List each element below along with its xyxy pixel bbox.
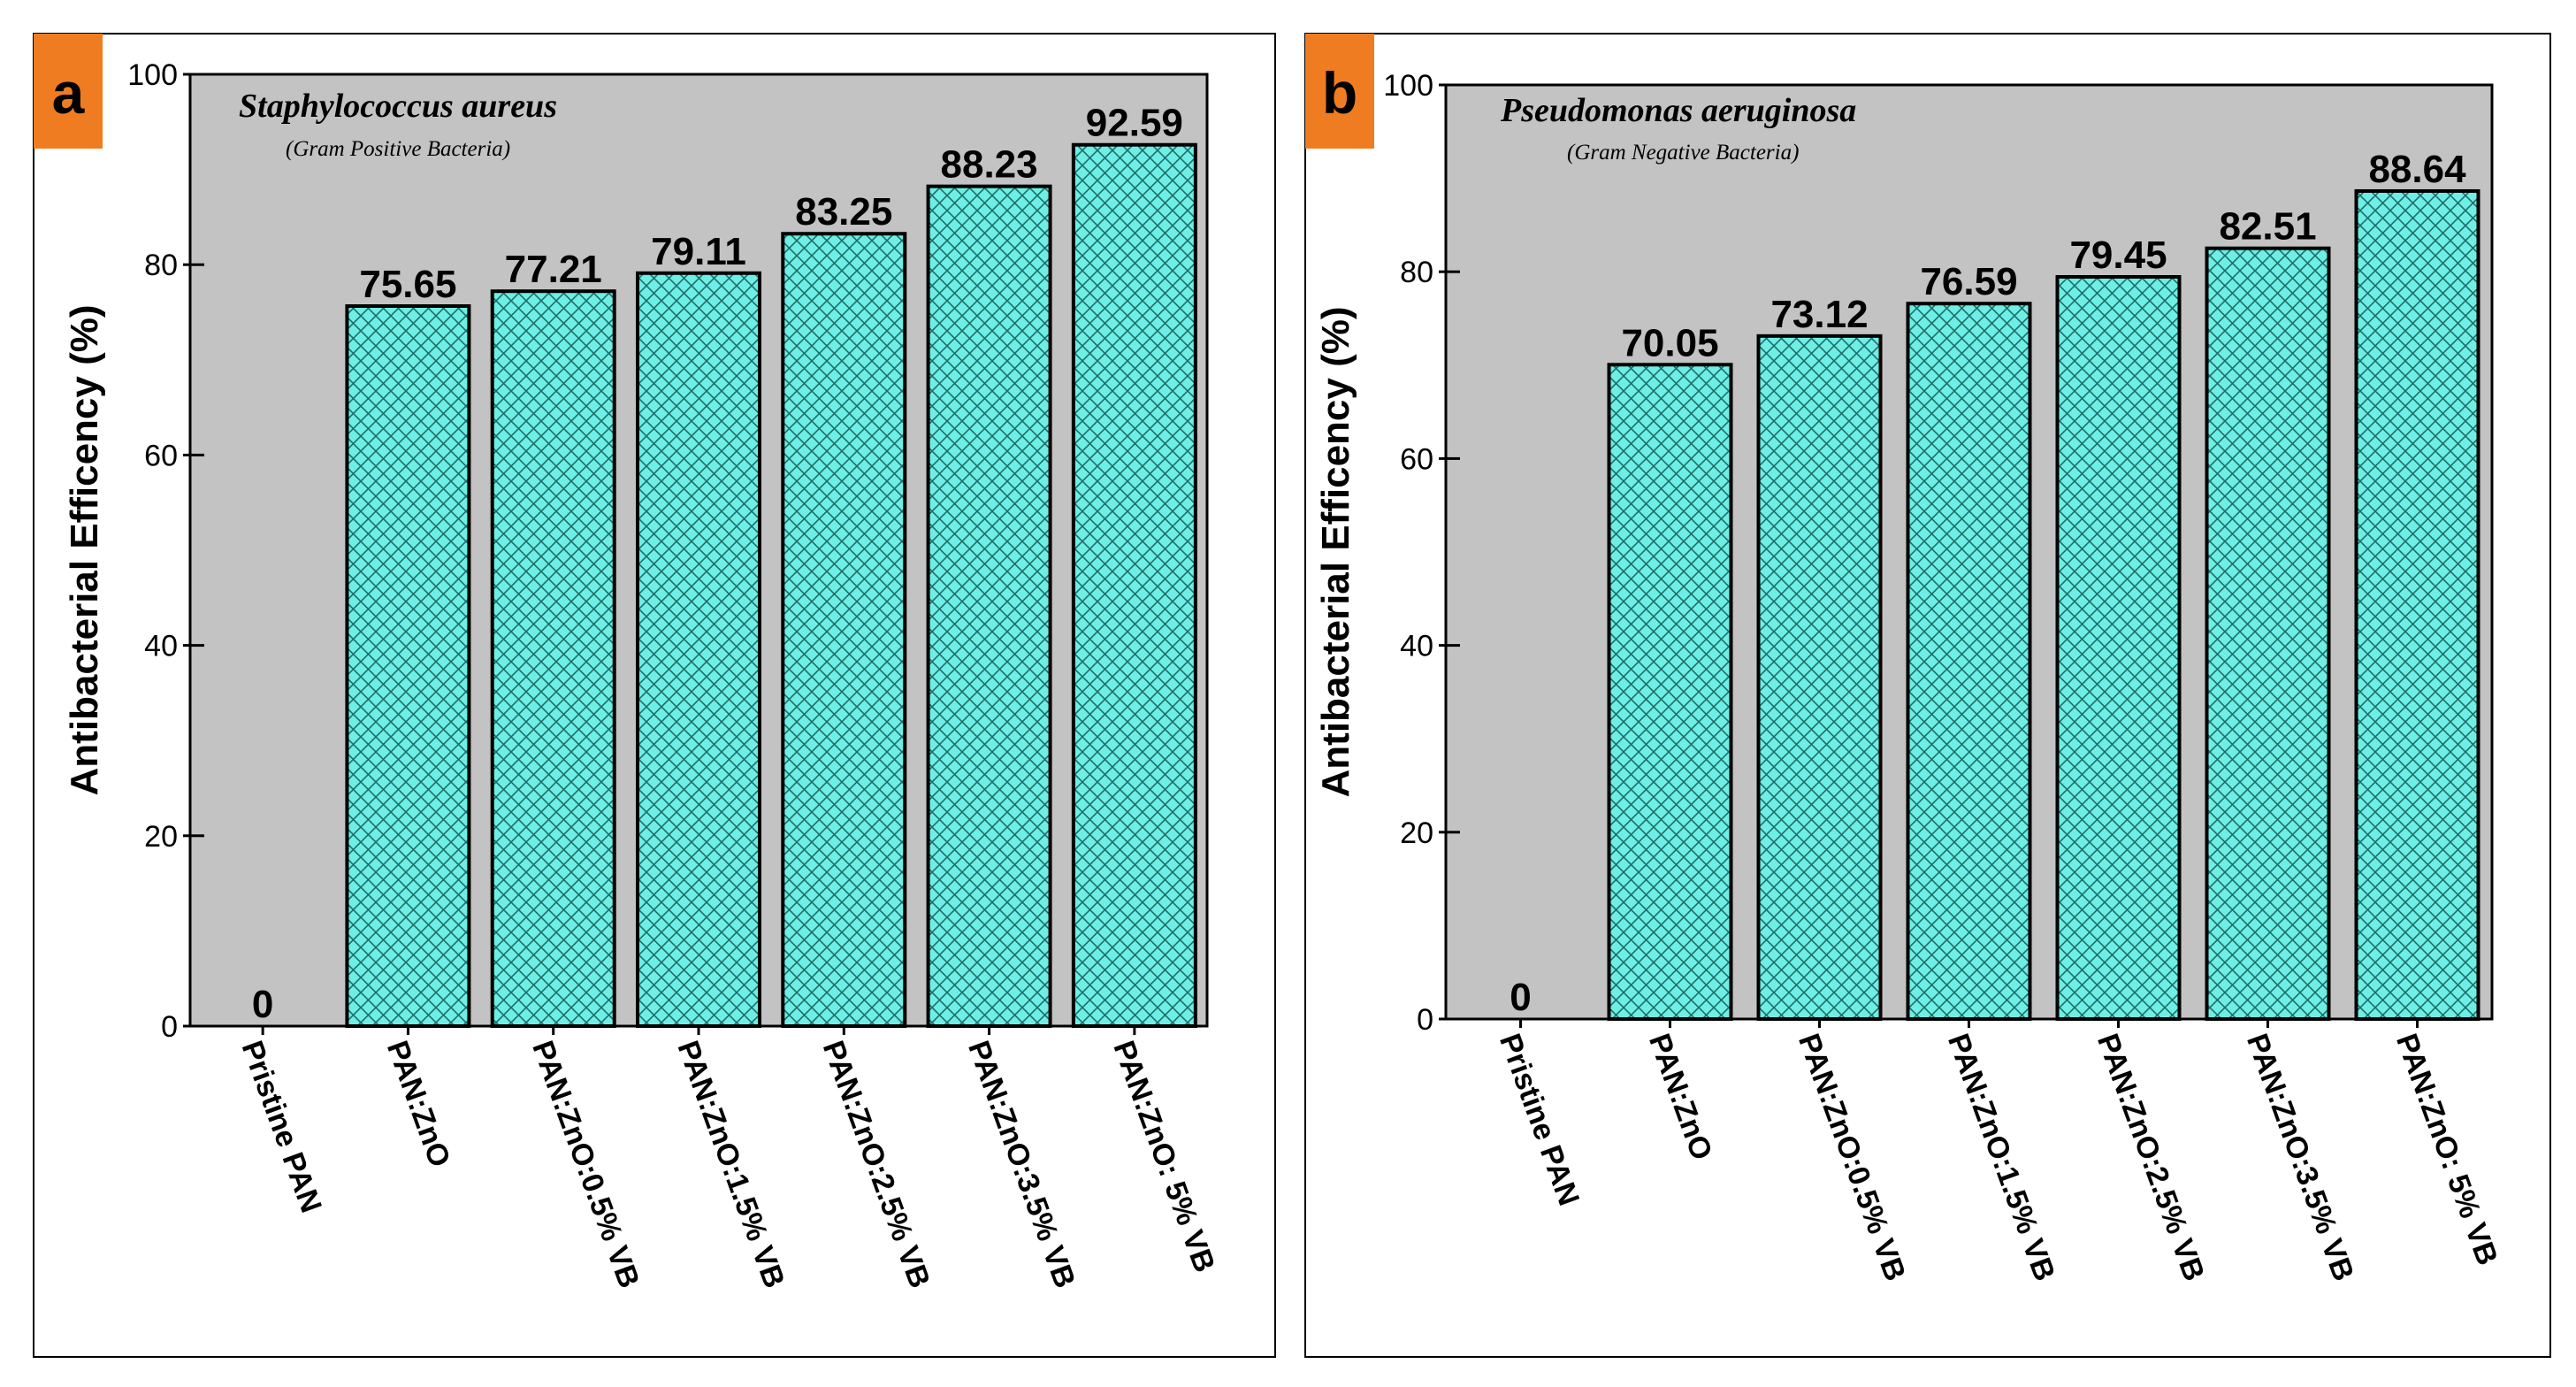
value-label: 92.59 (1086, 102, 1183, 145)
value-label: 79.11 (651, 230, 746, 273)
y-tick-label: 20 (144, 820, 178, 854)
y-tick-label: 100 (1383, 69, 1433, 103)
bar (345, 304, 471, 1029)
bar (926, 184, 1052, 1028)
y-tick-label: 60 (1400, 442, 1433, 476)
y-tick-label: 100 (127, 58, 178, 92)
y-tick-label: 80 (1400, 256, 1433, 289)
panel-label: a (52, 60, 86, 126)
value-label: 77.21 (505, 248, 602, 291)
panel-badge (34, 34, 103, 149)
bar (1906, 302, 2032, 1021)
panel-badge (1305, 34, 1374, 149)
value-label: 70.05 (1621, 321, 1718, 364)
y-tick-label: 40 (144, 630, 178, 663)
value-label: 75.65 (359, 263, 456, 306)
y-tick-label: 0 (161, 1010, 178, 1044)
y-tick-label: 60 (144, 439, 178, 472)
bar (636, 271, 761, 1028)
y-axis-label: Antibacterial Efficency (%) (63, 304, 106, 795)
bar (1607, 363, 1733, 1022)
value-label: 0 (252, 983, 273, 1026)
chart-subtitle: (Gram Negative Bacteria) (1567, 141, 1799, 165)
panel-label: b (1322, 60, 1357, 126)
value-label: 88.23 (941, 143, 1038, 187)
bar (1071, 142, 1197, 1028)
value-label: 0 (1510, 976, 1531, 1019)
bar (2055, 275, 2182, 1021)
value-label: 82.51 (2219, 205, 2316, 249)
value-label: 76.59 (1920, 260, 2017, 303)
value-label: 79.45 (2069, 234, 2167, 277)
chart-title: Staphylococcus aureus (239, 88, 557, 125)
panel-a: a Staphylococcus aureus (Gram Positive B… (33, 33, 1276, 1358)
value-label: 88.64 (2368, 148, 2466, 191)
bar (2354, 188, 2480, 1021)
chart-subtitle: (Gram Positive Bacteria) (286, 137, 510, 161)
y-tick-label: 0 (1417, 1003, 1433, 1037)
value-label: 83.25 (795, 190, 892, 234)
y-tick-label: 40 (1400, 630, 1433, 663)
y-tick-label: 20 (1400, 816, 1433, 850)
value-label: 73.12 (1770, 293, 1868, 336)
chart-title: Pseudomonas aeruginosa (1500, 92, 1856, 129)
bar (781, 232, 907, 1029)
bar (490, 289, 616, 1028)
y-tick-label: 80 (144, 249, 178, 282)
y-axis-label: Antibacterial Efficency (%) (1314, 306, 1357, 797)
bar (2205, 246, 2331, 1021)
bar (1756, 333, 1883, 1022)
panel-b: b Pseudomonas aeruginosa (Gram Negative … (1304, 33, 2551, 1358)
